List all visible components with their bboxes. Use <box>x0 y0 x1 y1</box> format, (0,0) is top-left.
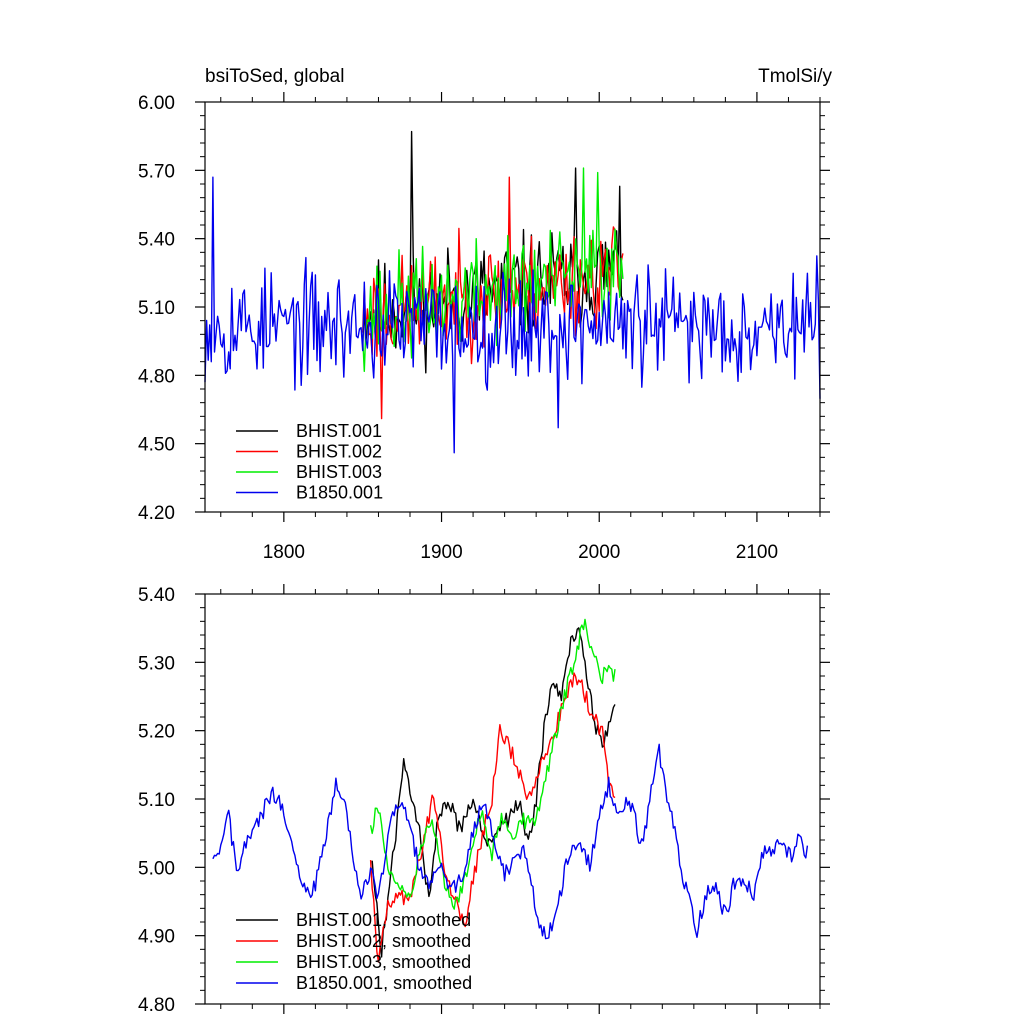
legend-label: B1850.001 <box>296 483 383 503</box>
y-tick-label: 5.10 <box>138 790 175 811</box>
x-tick-label: 2000 <box>578 542 620 563</box>
top-title-right: TmolSi/y <box>758 66 832 87</box>
x-tick-label: 2100 <box>736 542 778 563</box>
series-line-bhist-002-smoothed <box>369 672 616 963</box>
y-tick-label: 5.20 <box>138 722 175 743</box>
bottom-panel: 4.80 4.90 5.00 5.10 5.20 5.30 5.40 BHIST.001, s… <box>138 584 830 1016</box>
y-tick-label: 5.30 <box>138 653 175 674</box>
top-title-left: bsiToSed, global <box>205 66 344 87</box>
y-tick-label: 4.50 <box>138 435 175 456</box>
y-tick-label: 6.00 <box>138 93 175 114</box>
y-tick-label: 5.40 <box>138 230 175 251</box>
legend-label: BHIST.003, smoothed <box>296 952 471 972</box>
legend-label: BHIST.002, smoothed <box>296 931 471 951</box>
y-tick-label: 4.20 <box>138 503 175 524</box>
y-tick-label: 5.00 <box>138 858 175 879</box>
series-line-bhist-001-smoothed <box>371 627 616 958</box>
series-line-bhist-003-smoothed <box>369 618 616 910</box>
series-line-b1850-001 <box>204 176 821 454</box>
y-tick-label: 5.70 <box>138 161 175 182</box>
legend-label: BHIST.001 <box>296 421 382 441</box>
y-tick-label: 5.40 <box>138 585 175 606</box>
legend-label: BHIST.001, smoothed <box>296 910 471 930</box>
series-line-b1850-001-smoothed <box>212 743 809 940</box>
y-tick-label: 4.80 <box>138 995 175 1016</box>
x-tick-label: 1900 <box>420 542 462 563</box>
legend-label: B1850.001, smoothed <box>296 973 472 993</box>
x-tick-label: 1800 <box>263 542 305 563</box>
y-tick-label: 5.10 <box>138 298 175 319</box>
legend-label: BHIST.003 <box>296 462 382 482</box>
y-tick-label: 4.80 <box>138 366 175 387</box>
top-panel: bsiToSed, global TmolSi/y 4.20 4.50 4.80 5.… <box>138 66 832 563</box>
y-tick-label: 4.90 <box>138 927 175 948</box>
legend-label: BHIST.002 <box>296 442 382 462</box>
